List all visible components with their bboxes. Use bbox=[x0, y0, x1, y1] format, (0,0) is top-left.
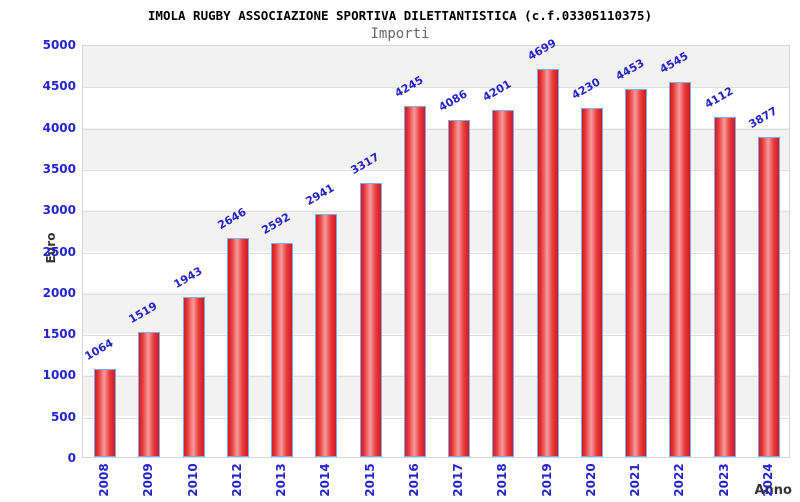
y-tick-label: 4000 bbox=[42, 120, 76, 135]
bar-2019 bbox=[536, 68, 559, 457]
bar-2010 bbox=[182, 296, 205, 457]
x-tick-label-2009: 2009 bbox=[141, 463, 156, 497]
bar-value-label: 3317 bbox=[348, 150, 382, 178]
x-tick-label-2020: 2020 bbox=[583, 463, 598, 497]
y-tick-label: 0 bbox=[67, 451, 76, 465]
bar-2020 bbox=[580, 107, 603, 457]
gridline bbox=[83, 128, 789, 130]
gridline bbox=[83, 169, 789, 171]
bar-value-label: 1943 bbox=[171, 263, 205, 291]
plot-area: 1064 1519 1943 2646 2592 2941 3317 4245 4086 4201… bbox=[82, 36, 790, 458]
bar-value-label: 4112 bbox=[702, 84, 736, 112]
bar-value-label: 4230 bbox=[569, 75, 603, 102]
y-tick-label: 2000 bbox=[42, 285, 76, 300]
bar-2009 bbox=[138, 331, 161, 457]
bar-value-label: 1064 bbox=[82, 336, 116, 364]
bar-2014 bbox=[315, 214, 338, 457]
x-tick-label-2014: 2014 bbox=[318, 463, 333, 497]
y-tick-label: 1500 bbox=[42, 327, 76, 342]
y-tick-label: 3000 bbox=[42, 203, 76, 218]
bar-value-label: 2941 bbox=[303, 181, 337, 209]
bar-value-label: 4545 bbox=[657, 49, 691, 76]
bar-value-label: 3877 bbox=[746, 104, 780, 131]
chart-title: IMOLA RUGBY ASSOCIAZIONE SPORTIVA DILETT… bbox=[147, 8, 653, 23]
x-tick-label-2022: 2022 bbox=[672, 463, 687, 497]
bar-2012 bbox=[226, 238, 249, 457]
gridline bbox=[83, 87, 789, 89]
gridline bbox=[83, 252, 789, 254]
bar-value-label: 1519 bbox=[126, 298, 160, 326]
bar-2021 bbox=[625, 89, 648, 457]
y-tick-label: 500 bbox=[50, 409, 76, 424]
gridline bbox=[83, 211, 789, 213]
bar-2016 bbox=[403, 106, 426, 457]
x-tick-label-2015: 2015 bbox=[362, 463, 377, 497]
x-tick-label-2017: 2017 bbox=[451, 463, 466, 497]
y-tick-label: 2500 bbox=[42, 244, 76, 259]
bar-value-label: 2592 bbox=[259, 210, 293, 237]
bar-value-label: 4245 bbox=[392, 73, 426, 101]
y-tick-label: 1000 bbox=[42, 368, 76, 383]
x-tick-label-2024: 2024 bbox=[760, 463, 775, 497]
x-axis-title: Anno bbox=[754, 483, 792, 498]
bar-value-label: 4453 bbox=[613, 56, 647, 84]
x-tick-label-2016: 2016 bbox=[406, 463, 421, 497]
bar-2017 bbox=[448, 119, 471, 457]
x-tick-label-2018: 2018 bbox=[495, 463, 510, 497]
y-tick-label: 3500 bbox=[42, 161, 76, 176]
x-tick-label-2023: 2023 bbox=[716, 463, 731, 497]
bar-2024 bbox=[757, 136, 780, 457]
chart-subtitle: Importi bbox=[370, 26, 430, 42]
x-tick-label-2010: 2010 bbox=[185, 463, 200, 497]
bar-value-label: 4086 bbox=[436, 86, 470, 114]
bar-2015 bbox=[359, 183, 382, 457]
x-tick-label-2021: 2021 bbox=[628, 463, 643, 497]
bar-value-label: 2646 bbox=[215, 205, 249, 233]
y-tick-label: 5000 bbox=[42, 38, 76, 52]
bar-2022 bbox=[669, 81, 692, 457]
gridline bbox=[83, 293, 789, 295]
bar-2013 bbox=[271, 242, 294, 457]
x-tick-label-2013: 2013 bbox=[274, 463, 289, 497]
x-tick-label-2008: 2008 bbox=[97, 463, 112, 497]
y-tick-label: 4500 bbox=[42, 79, 76, 94]
gridline bbox=[83, 417, 789, 419]
bar-2018 bbox=[492, 110, 515, 457]
x-tick-label-2019: 2019 bbox=[539, 463, 554, 497]
bar-2008 bbox=[94, 369, 117, 457]
bar-value-label: 4201 bbox=[480, 77, 514, 104]
bar-2023 bbox=[713, 117, 736, 457]
gridline bbox=[83, 335, 789, 337]
x-tick-label-2012: 2012 bbox=[229, 463, 244, 497]
gridline bbox=[83, 376, 789, 378]
